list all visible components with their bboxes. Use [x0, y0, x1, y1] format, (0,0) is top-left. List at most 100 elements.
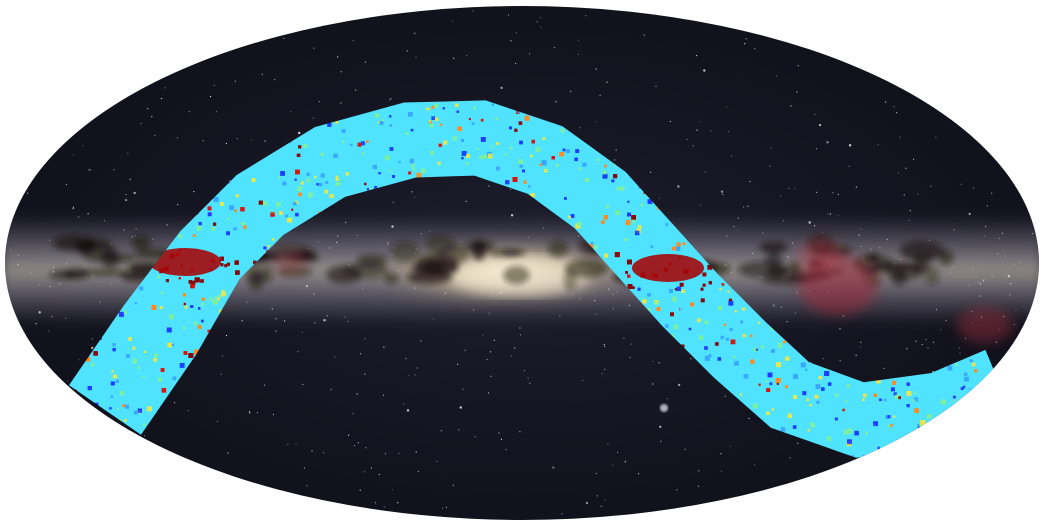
dust-lane: [938, 249, 954, 265]
star: [227, 452, 229, 454]
strip-pixel: [588, 243, 594, 249]
strip-pixel: [480, 137, 486, 142]
strip-pixel: [734, 360, 739, 366]
strip-pixel: [989, 389, 993, 392]
star: [452, 484, 454, 486]
strip-pixel: [179, 328, 183, 331]
strip-pixel: [357, 142, 362, 147]
star: [256, 35, 258, 37]
strip-pixel: [835, 393, 839, 397]
strip-pixel: [999, 377, 1004, 382]
strip-pixel: [708, 281, 712, 285]
strip-pixel: [63, 464, 67, 468]
nebula-regions: [274, 239, 1013, 343]
star: [643, 34, 646, 36]
star: [313, 47, 315, 49]
small-magellanic-cloud: [660, 404, 668, 412]
star: [893, 106, 895, 108]
strip-pixel: [672, 296, 676, 301]
strip-pixel: [196, 225, 202, 231]
strip-pixel: [221, 291, 226, 297]
nebula-patch: [798, 239, 842, 271]
star: [119, 485, 121, 487]
strip-pixel: [518, 121, 523, 125]
strip-pixel: [990, 439, 996, 444]
star: [220, 373, 222, 375]
strip-pixel: [753, 347, 758, 352]
strip-pixel: [964, 106, 968, 109]
strip-pixel: [341, 140, 345, 144]
star: [927, 347, 929, 349]
strip-pixel: [44, 143, 46, 145]
star: [503, 519, 505, 520]
star: [847, 518, 850, 520]
strip-pixel: [780, 427, 786, 432]
star: [862, 45, 864, 48]
star: [474, 436, 476, 438]
strip-pixel: [974, 369, 978, 373]
strip-pixel: [656, 307, 661, 311]
strip-pixel: [69, 116, 72, 121]
strip-pixel: [1001, 113, 1006, 118]
star: [125, 473, 127, 475]
strip-pixel: [87, 386, 92, 391]
strip-pixel: [519, 140, 523, 145]
strip-pixel: [45, 150, 49, 154]
star: [677, 185, 680, 188]
star: [976, 410, 979, 412]
star: [106, 72, 108, 74]
dust-lane: [243, 266, 275, 275]
star: [956, 39, 958, 41]
star: [67, 380, 69, 382]
star: [638, 473, 640, 475]
strip-pixel: [929, 431, 933, 435]
strip-pixel: [134, 465, 138, 469]
strip-pixel: [1013, 139, 1015, 143]
strip-pixel: [674, 288, 678, 291]
star: [466, 55, 468, 57]
star: [208, 488, 210, 490]
star: [827, 213, 829, 215]
strip-pixel: [111, 439, 117, 445]
star: [459, 406, 462, 409]
strip-pixel: [190, 280, 196, 286]
star: [942, 416, 944, 419]
strip-pixel: [425, 106, 430, 111]
strip-pixel: [125, 404, 130, 409]
star: [1040, 105, 1041, 106]
strip-pixel: [479, 155, 483, 159]
strip-pixel: [182, 467, 185, 470]
star: [1, 346, 2, 347]
strip-pixel: [996, 424, 999, 427]
star: [256, 412, 258, 414]
strip-pixel: [233, 227, 237, 231]
strip-pixel: [530, 193, 535, 198]
strip-pixel: [69, 116, 72, 121]
strip-pixel: [79, 449, 84, 455]
star: [692, 145, 694, 147]
star: [896, 112, 898, 114]
strip-pixel: [495, 117, 498, 121]
strip-pixel: [480, 118, 484, 122]
dust-lane: [411, 260, 459, 277]
star: [140, 123, 142, 125]
star: [686, 138, 688, 140]
strip-pixel: [63, 464, 67, 468]
star: [794, 188, 796, 190]
star: [6, 445, 9, 447]
strip-pixel: [103, 416, 109, 422]
strip-pixel: [981, 446, 984, 449]
star: [249, 412, 251, 414]
star: [579, 127, 581, 129]
strip-pixel: [79, 449, 84, 455]
strip-pixel: [707, 264, 713, 270]
star: [82, 475, 84, 478]
star: [349, 15, 351, 17]
strip-pixel: [524, 115, 530, 121]
star: [659, 425, 662, 428]
star: [186, 489, 188, 491]
strip-pixel: [52, 403, 55, 406]
star: [187, 410, 189, 412]
star: [136, 449, 138, 451]
star: [216, 420, 218, 423]
